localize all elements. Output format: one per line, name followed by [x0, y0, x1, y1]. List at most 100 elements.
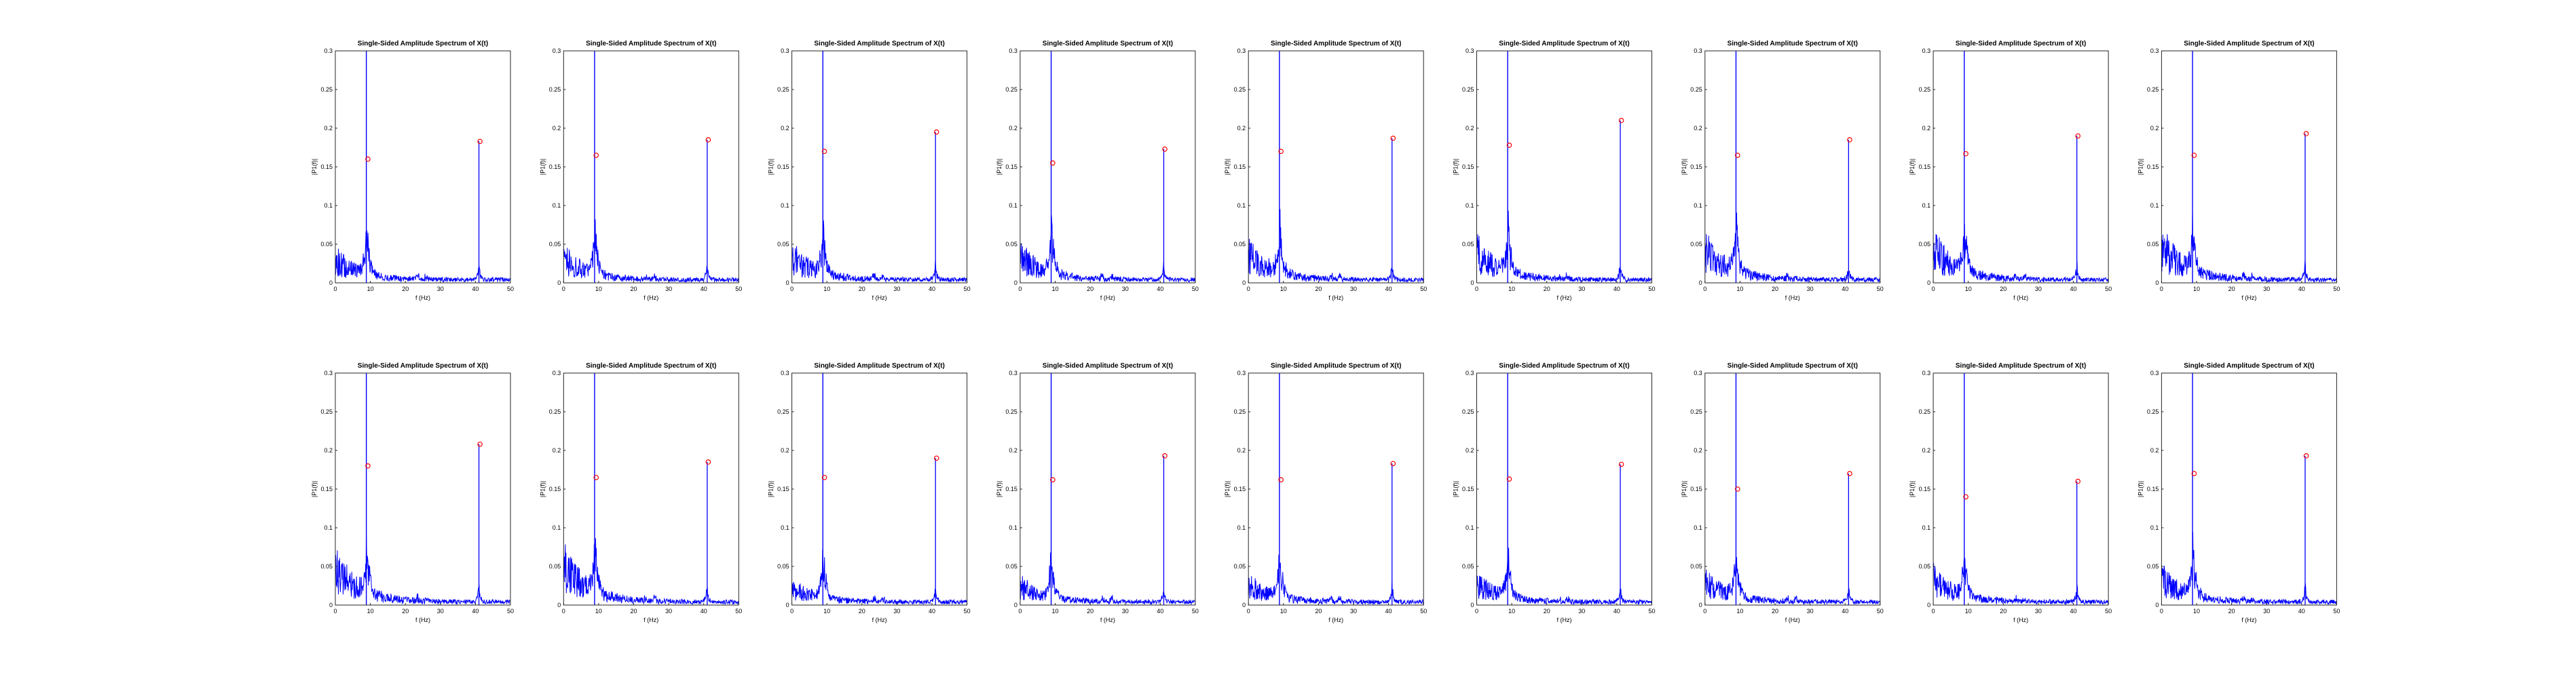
peak-marker-2 [705, 459, 711, 465]
subplot-title: Single-Sided Amplitude Spectrum of X(t) [1271, 40, 1401, 47]
x-tick-label: 50 [2105, 286, 2112, 292]
subplot-2-6: 0 10 20 30 40 50 0 0.05 0.1 0.15 0.2 0.25 0.3 Single-… [1453, 362, 1656, 623]
y-tick-label: 0.2 [1466, 447, 1474, 454]
y-tick-label: 0.25 [1462, 408, 1474, 415]
subplot-1-4: 0 10 20 30 40 50 0 0.05 0.1 0.15 0.2 0.25 0.3 Single-… [996, 40, 1199, 301]
x-tick-label: 40 [1613, 608, 1620, 615]
x-tick-label: 20 [1315, 608, 1322, 615]
y-tick-label: 0.2 [1237, 447, 1246, 454]
x-tick-label: 0 [1018, 286, 1022, 292]
x-tick-label: 0 [1475, 608, 1478, 615]
axes-box [1933, 372, 2109, 606]
peak-marker-2 [1618, 117, 1624, 123]
y-tick-label: 0.3 [1009, 47, 1018, 54]
subplot-title: Single-Sided Amplitude Spectrum of X(t) [1499, 362, 1629, 370]
y-tick-label: 0.3 [781, 370, 789, 376]
peak-marker-2 [2303, 453, 2309, 459]
y-tick-label: 0 [1470, 279, 1474, 286]
y-tick-label: 0.15 [777, 486, 789, 492]
x-tick-label: 10 [823, 286, 830, 292]
y-tick-label: 0.25 [549, 408, 561, 415]
y-tick-label: 0.25 [1234, 86, 1246, 93]
y-axis-label: |P1(f)| [996, 481, 1003, 497]
y-tick-label: 0.3 [553, 370, 561, 376]
y-tick-label: 0.05 [777, 241, 789, 248]
y-axis-label: |P1(f)| [1224, 481, 1231, 497]
y-tick-label: 0 [786, 279, 789, 286]
y-tick-label: 0.3 [1694, 47, 1702, 54]
y-axis-label: |P1(f)| [768, 159, 774, 175]
x-tick-label: 40 [2070, 286, 2076, 292]
axes-box [1704, 372, 1881, 606]
peak-marker-2 [1162, 453, 1168, 459]
y-tick-label: 0.1 [1009, 202, 1018, 209]
peak-marker-1 [365, 463, 371, 469]
x-tick-label: 50 [2333, 608, 2340, 615]
spectrum-line [563, 219, 739, 284]
x-tick-label: 30 [437, 286, 444, 292]
y-tick-label: 0.05 [1462, 563, 1474, 570]
y-tick-label: 0.25 [1234, 408, 1246, 415]
x-tick-label: 40 [929, 286, 935, 292]
subplot-1-1: 0 10 20 30 40 50 0 0.05 0.1 0.15 0.2 0.25 0.3 Single-… [311, 40, 514, 301]
spectrum-line [1933, 558, 2109, 606]
x-axis-label: f (Hz) [1557, 294, 1572, 301]
y-tick-label: 0.3 [1009, 370, 1018, 376]
subplot-title: Single-Sided Amplitude Spectrum of X(t) [1956, 362, 2086, 370]
y-tick-label: 0.05 [2147, 241, 2159, 248]
y-tick-label: 0.05 [1234, 563, 1246, 570]
subplot-title: Single-Sided Amplitude Spectrum of X(t) [814, 40, 944, 47]
subplot-title: Single-Sided Amplitude Spectrum of X(t) [814, 362, 944, 370]
axes-box [2161, 372, 2337, 606]
y-tick-label: 0.2 [1009, 125, 1018, 132]
y-tick-label: 0 [1699, 279, 1702, 286]
x-tick-label: 40 [1385, 608, 1392, 615]
y-tick-label: 0.1 [553, 202, 561, 209]
y-tick-label: 0.2 [1466, 125, 1474, 132]
y-tick-label: 0 [1014, 279, 1018, 286]
axes-box [1248, 50, 1424, 284]
x-tick-label: 50 [735, 286, 742, 292]
y-tick-label: 0.3 [1237, 47, 1246, 54]
y-tick-label: 0 [786, 602, 789, 608]
axes-box [1248, 372, 1424, 606]
subplot-title: Single-Sided Amplitude Spectrum of X(t) [1728, 362, 1858, 370]
subplot-title: Single-Sided Amplitude Spectrum of X(t) [1728, 40, 1858, 47]
y-tick-label: 0.3 [324, 370, 333, 376]
y-tick-label: 0.15 [1005, 163, 1018, 170]
axes-box [2161, 50, 2337, 284]
x-tick-label: 0 [790, 608, 794, 615]
y-tick-label: 0.05 [1919, 241, 1931, 248]
y-tick-label: 0.2 [1237, 125, 1246, 132]
y-tick-label: 0.1 [781, 524, 789, 531]
x-tick-label: 40 [2070, 608, 2076, 615]
x-axis-label: f (Hz) [1328, 617, 1343, 623]
peak-marker-1 [821, 149, 827, 155]
x-tick-label: 30 [1807, 286, 1814, 292]
peak-marker-2 [1618, 461, 1624, 467]
x-tick-label: 20 [2228, 286, 2235, 292]
y-axis-label: |P1(f)| [1681, 481, 1687, 497]
x-tick-label: 0 [562, 608, 565, 615]
x-tick-label: 50 [1648, 608, 1655, 615]
y-tick-label: 0.05 [1462, 241, 1474, 248]
axes-box [563, 50, 739, 284]
y-tick-label: 0 [557, 279, 561, 286]
x-tick-label: 10 [1051, 286, 1058, 292]
y-tick-label: 0.3 [1922, 47, 1931, 54]
x-axis-label: f (Hz) [2013, 294, 2028, 301]
y-tick-label: 0.3 [781, 47, 789, 54]
y-tick-label: 0.05 [777, 563, 789, 570]
y-tick-label: 0.15 [1690, 486, 1702, 492]
subplot-1-8: 0 10 20 30 40 50 0 0.05 0.1 0.15 0.2 0.25 0.3 Single-… [1909, 40, 2112, 301]
subplot-2-9: 0 10 20 30 40 50 0 0.05 0.1 0.15 0.2 0.25 0.3 Single-… [2137, 362, 2340, 623]
x-tick-label: 20 [1772, 608, 1778, 615]
y-tick-label: 0 [1470, 602, 1474, 608]
y-tick-label: 0.05 [320, 563, 333, 570]
subplot-1-6: 0 10 20 30 40 50 0 0.05 0.1 0.15 0.2 0.25 0.3 Single-… [1453, 40, 1656, 301]
x-tick-label: 30 [893, 608, 900, 615]
y-tick-label: 0 [329, 602, 333, 608]
x-axis-label: f (Hz) [643, 294, 658, 301]
y-tick-label: 0.15 [777, 163, 789, 170]
y-tick-label: 0.2 [2150, 125, 2159, 132]
